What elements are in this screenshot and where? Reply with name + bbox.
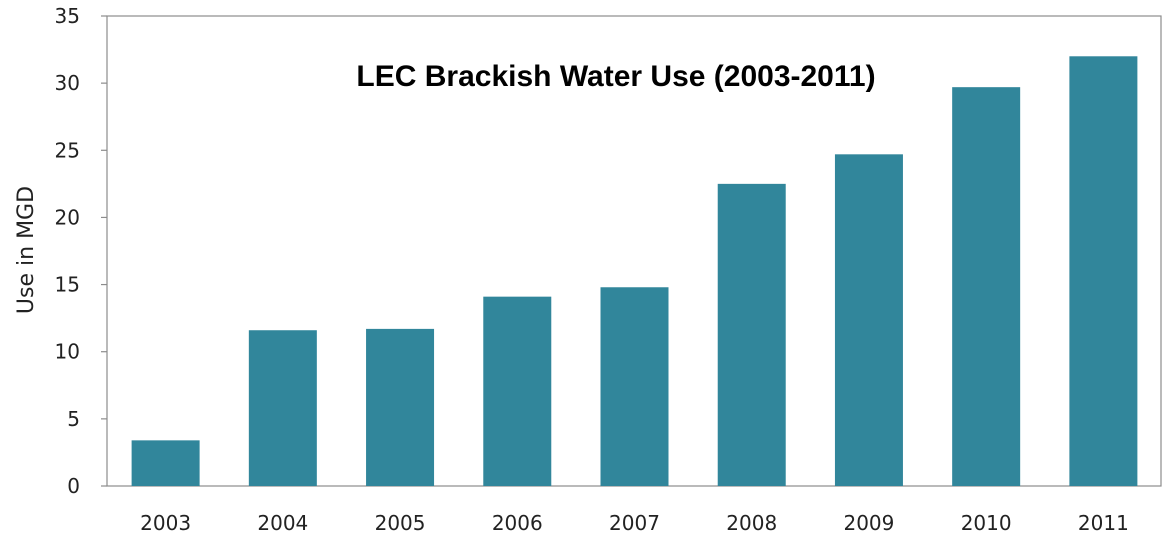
bar-2003: [131, 440, 200, 486]
y-axis-label: Use in MGD: [14, 186, 39, 314]
bar-2007: [600, 287, 669, 486]
y-tick-label: 30: [55, 71, 80, 95]
bar-2010: [952, 87, 1021, 487]
chart-title: LEC Brackish Water Use (2003-2011): [356, 60, 875, 93]
labels-layer: 0 5 10 15 20 25 30 35 2003 2004 2005 2006 2007 2008 20…: [55, 4, 1129, 535]
x-tick-label: 2005: [375, 511, 426, 535]
y-tick-label: 5: [67, 407, 80, 431]
y-tick-label: 35: [55, 4, 80, 28]
bar-2009: [834, 154, 903, 487]
bar-2005: [366, 328, 435, 486]
y-tick-label: 25: [55, 138, 80, 162]
x-tick-label: 2003: [140, 511, 191, 535]
bars-layer: [131, 56, 1138, 487]
bar-2006: [483, 296, 552, 486]
x-tick-label: 2008: [726, 511, 777, 535]
y-tick-label: 0: [67, 474, 80, 498]
bar-2004: [248, 330, 317, 486]
y-tick-label: 20: [55, 205, 80, 229]
x-tick-label: 2010: [961, 511, 1012, 535]
x-tick-label: 2011: [1078, 511, 1129, 535]
y-tick-label: 10: [55, 340, 80, 364]
y-tick-label: 15: [55, 273, 80, 297]
x-tick-label: 2007: [609, 511, 660, 535]
bar-2011: [1069, 56, 1138, 487]
x-tick-label: 2006: [492, 511, 543, 535]
bar-2008: [717, 183, 786, 486]
x-tick-label: 2004: [257, 511, 308, 535]
x-tick-label: 2009: [843, 511, 894, 535]
